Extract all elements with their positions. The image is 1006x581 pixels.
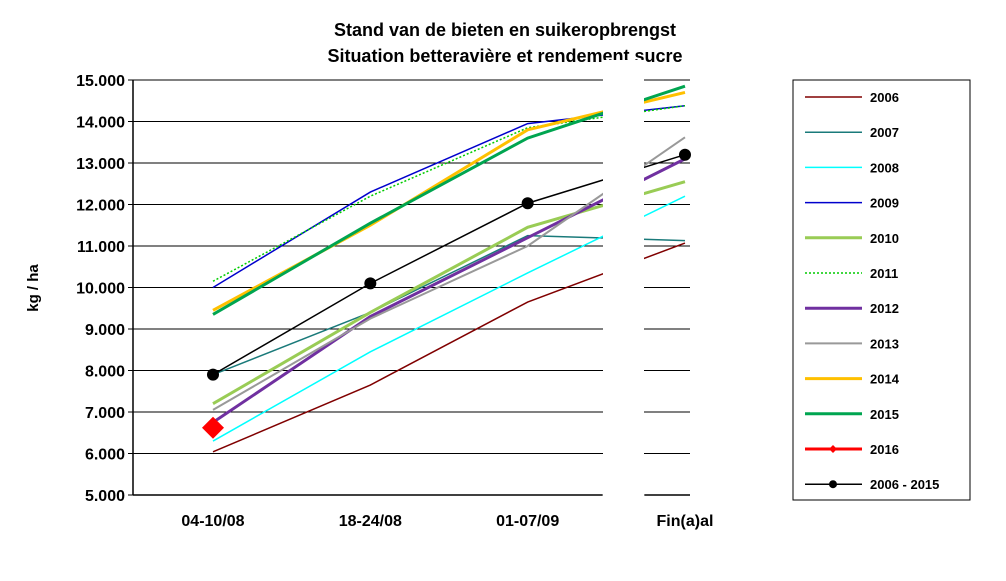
y-tick-label: 8.000 bbox=[85, 364, 125, 381]
marker bbox=[207, 368, 219, 381]
legend-label: 2008 bbox=[870, 160, 899, 175]
chart-title: Stand van de bieten en suikeropbrengst bbox=[334, 20, 676, 40]
y-tick-label: 14.000 bbox=[76, 115, 125, 132]
y-tick-label: 15.000 bbox=[76, 73, 125, 90]
y-tick-label: 13.000 bbox=[76, 156, 125, 173]
axis-break bbox=[603, 60, 644, 499]
y-axis-label: kg / ha bbox=[25, 264, 42, 312]
y-tick-label: 5.000 bbox=[85, 488, 125, 505]
x-tick-label: Fin(a)al bbox=[657, 513, 714, 530]
y-tick-label: 9.000 bbox=[85, 322, 125, 339]
legend-label: 2010 bbox=[870, 231, 899, 246]
legend-label: 2006 - 2015 bbox=[870, 477, 939, 492]
x-tick-label: 18-24/08 bbox=[339, 513, 402, 530]
legend-label: 2006 bbox=[870, 90, 899, 105]
y-tick-label: 11.000 bbox=[77, 239, 125, 256]
x-tick-label: 01-07/09 bbox=[496, 513, 559, 530]
legend-label: 2013 bbox=[870, 336, 899, 351]
legend-label: 2009 bbox=[870, 196, 899, 211]
x-tick-label: 04-10/08 bbox=[181, 513, 244, 530]
legend-marker bbox=[829, 480, 837, 489]
legend-label: 2007 bbox=[870, 125, 899, 140]
legend-label: 2014 bbox=[870, 372, 900, 387]
legend-label: 2015 bbox=[870, 407, 899, 422]
y-tick-label: 10.000 bbox=[76, 281, 125, 298]
legend-label: 2012 bbox=[870, 301, 899, 316]
marker bbox=[678, 148, 691, 161]
marker bbox=[364, 277, 377, 290]
marker bbox=[202, 416, 224, 439]
y-tick-label: 6.000 bbox=[85, 447, 125, 464]
legend-label: 2016 bbox=[870, 442, 899, 457]
y-tick-label: 12.000 bbox=[76, 198, 125, 215]
y-tick-label: 7.000 bbox=[85, 405, 125, 422]
legend-box bbox=[792, 79, 971, 501]
legend-marker bbox=[829, 445, 837, 453]
chart-subtitle: Situation betteravière et rendement sucr… bbox=[327, 46, 682, 66]
legend-label: 2011 bbox=[870, 266, 898, 281]
marker bbox=[521, 197, 534, 210]
